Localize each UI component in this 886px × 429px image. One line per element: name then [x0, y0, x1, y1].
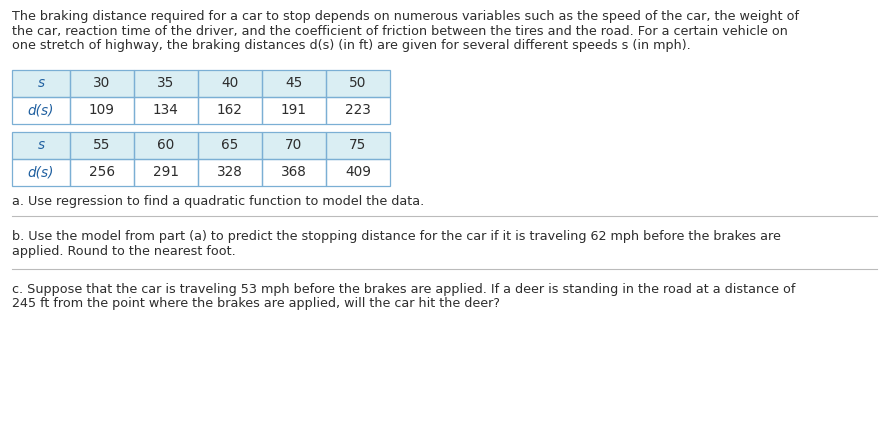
Bar [70, 132, 134, 158]
Bar [70, 97, 134, 124]
Bar [261, 69, 326, 97]
Bar [261, 132, 326, 158]
Text: 40: 40 [222, 76, 238, 90]
Bar [198, 132, 261, 158]
Text: 30: 30 [93, 76, 111, 90]
Bar [70, 69, 134, 97]
Bar [12, 132, 70, 158]
Bar [326, 158, 390, 185]
Text: 60: 60 [157, 138, 175, 152]
Bar [198, 97, 261, 124]
Bar [326, 69, 390, 97]
Text: 291: 291 [152, 165, 179, 179]
Bar [326, 132, 390, 158]
Bar [134, 69, 198, 97]
Text: 409: 409 [345, 165, 370, 179]
Bar [326, 69, 390, 97]
Bar [261, 132, 326, 158]
Bar [70, 69, 134, 97]
Bar [12, 158, 70, 185]
Text: 245 ft from the point where the brakes are applied, will the car hit the deer?: 245 ft from the point where the brakes a… [12, 297, 500, 311]
Text: 256: 256 [89, 165, 115, 179]
Text: one stretch of highway, the braking distances d(s) (in ft) are given for several: one stretch of highway, the braking dist… [12, 39, 690, 52]
Bar [198, 158, 261, 185]
Text: a. Use regression to find a quadratic function to model the data.: a. Use regression to find a quadratic fu… [12, 196, 424, 208]
Text: The braking distance required for a car to stop depends on numerous variables su: The braking distance required for a car … [12, 10, 798, 23]
Text: d(s): d(s) [27, 103, 54, 117]
Text: 109: 109 [89, 103, 115, 117]
Text: d(s): d(s) [27, 165, 54, 179]
Bar [12, 97, 70, 124]
Text: 191: 191 [281, 103, 307, 117]
Bar [134, 132, 198, 158]
Bar [12, 69, 70, 97]
Text: 65: 65 [222, 138, 238, 152]
Bar [134, 158, 198, 185]
Text: 134: 134 [153, 103, 179, 117]
Text: 328: 328 [217, 165, 243, 179]
Bar [326, 132, 390, 158]
Bar [134, 69, 198, 97]
Text: s: s [37, 76, 44, 90]
Text: 223: 223 [345, 103, 370, 117]
Bar [198, 69, 261, 97]
Bar [261, 158, 326, 185]
Text: 50: 50 [349, 76, 366, 90]
Bar [134, 132, 198, 158]
Bar [198, 69, 261, 97]
Bar [70, 158, 134, 185]
Text: 55: 55 [93, 138, 111, 152]
Bar [326, 97, 390, 124]
Bar [12, 132, 70, 158]
Text: b. Use the model from part (a) to predict the stopping distance for the car if i: b. Use the model from part (a) to predic… [12, 230, 780, 243]
Bar [134, 97, 198, 124]
Text: 75: 75 [349, 138, 366, 152]
Bar [12, 69, 70, 97]
Text: applied. Round to the nearest foot.: applied. Round to the nearest foot. [12, 245, 236, 257]
Text: 162: 162 [217, 103, 243, 117]
Text: 35: 35 [157, 76, 175, 90]
Text: 45: 45 [285, 76, 302, 90]
Bar [70, 132, 134, 158]
Bar [198, 132, 261, 158]
Text: c. Suppose that the car is traveling 53 mph before the brakes are applied. If a : c. Suppose that the car is traveling 53 … [12, 283, 795, 296]
Text: 70: 70 [285, 138, 302, 152]
Text: the car, reaction time of the driver, and the coefficient of friction between th: the car, reaction time of the driver, an… [12, 24, 787, 37]
Bar [261, 69, 326, 97]
Text: s: s [37, 138, 44, 152]
Bar [261, 97, 326, 124]
Text: 368: 368 [281, 165, 307, 179]
